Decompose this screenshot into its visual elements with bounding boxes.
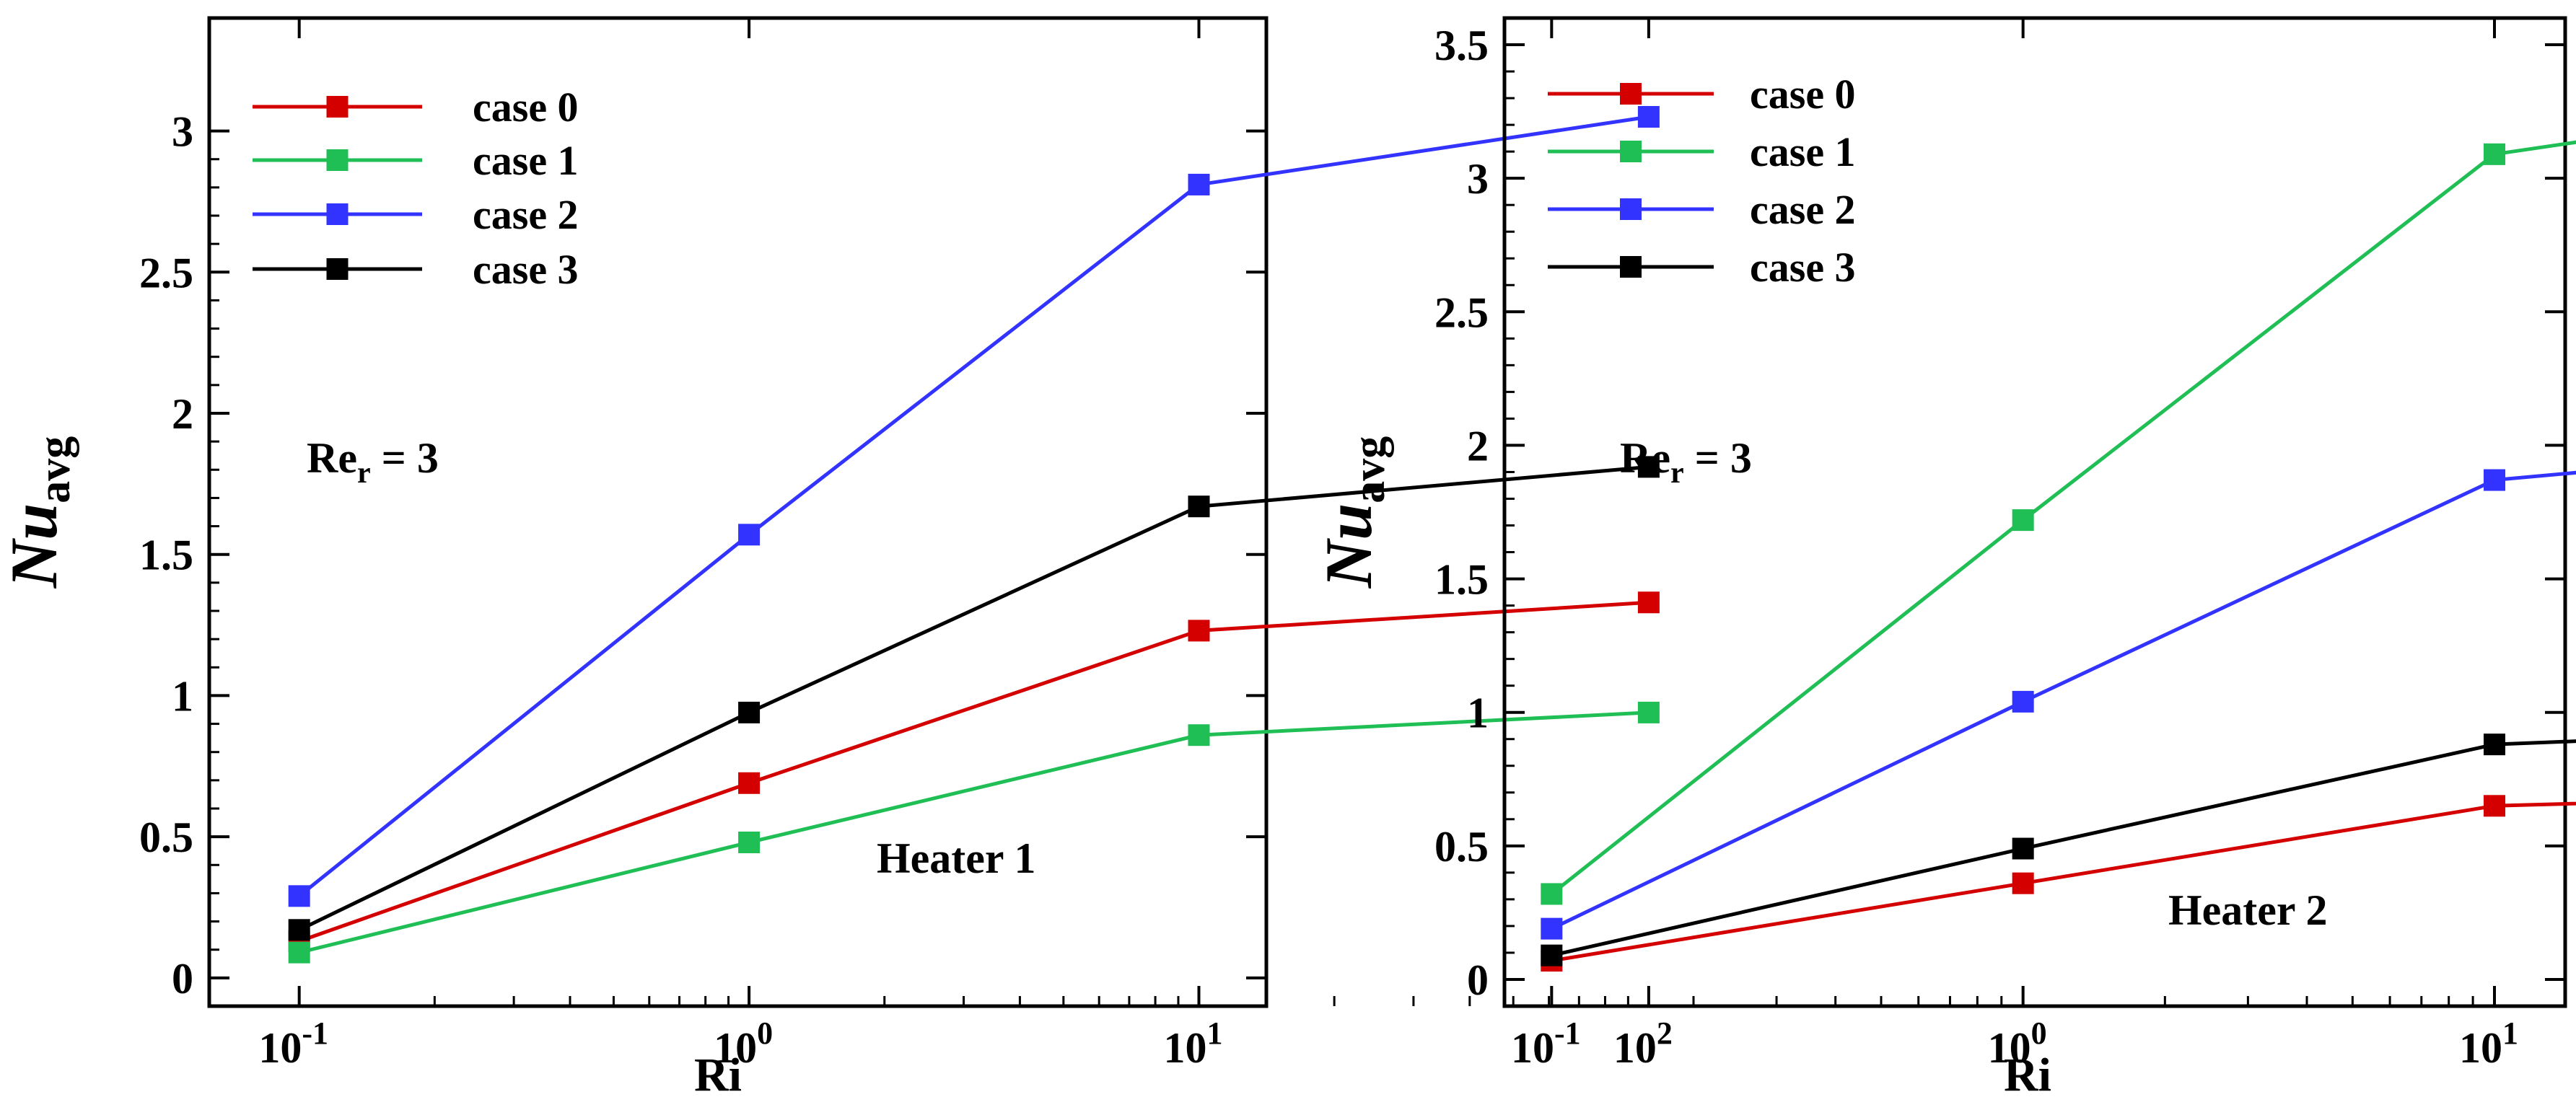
- legend-label: case 1: [1750, 128, 1856, 175]
- legend-marker: [1620, 256, 1642, 278]
- y-tick-label: 2: [172, 390, 193, 438]
- data-point: [2012, 690, 2034, 713]
- y-axis-title: Nuavg: [0, 436, 79, 589]
- data-point: [738, 831, 761, 853]
- data-point: [1637, 701, 1660, 723]
- data-point: [2012, 509, 2034, 532]
- series-case-2: [1541, 469, 2576, 940]
- data-point: [1188, 724, 1210, 746]
- series-case-2: [288, 106, 1660, 907]
- x-axis-title: Ri: [694, 1049, 742, 1101]
- x-tick-label: 101: [2459, 1016, 2518, 1072]
- param-label: Rer = 3: [307, 434, 439, 490]
- data-point: [288, 885, 310, 907]
- legend-marker: [1620, 83, 1642, 105]
- data-point: [738, 701, 761, 723]
- y-tick-label: 0.5: [1434, 823, 1489, 871]
- series-case-1: [1541, 140, 2576, 905]
- series-case-1: [288, 701, 1660, 964]
- series-case-0: [1541, 795, 2576, 972]
- legend-label: case 0: [1750, 71, 1856, 118]
- data-point: [288, 941, 310, 964]
- legend-marker: [1620, 198, 1642, 220]
- x-tick-label: 10-1: [1511, 1016, 1581, 1072]
- series-line: [1551, 739, 2576, 958]
- param-label: Rer = 3: [1620, 434, 1752, 490]
- data-point: [2484, 795, 2505, 817]
- x-tick-label: 101: [1163, 1016, 1222, 1072]
- x-tick-label: 100: [1988, 1016, 2047, 1072]
- series-line: [1551, 801, 2576, 963]
- series-case-3: [288, 456, 1660, 941]
- series-case-3: [1541, 734, 2576, 966]
- x-tick-label: 102: [1613, 1016, 1673, 1072]
- series-line: [299, 710, 1650, 955]
- data-point: [2012, 872, 2034, 894]
- heater-label: Heater 2: [2168, 886, 2327, 934]
- legend: case 0 case 1 case 2 case 3: [1548, 71, 1856, 291]
- series-line: [1551, 470, 2576, 930]
- y-tick-label: 2: [1467, 422, 1489, 470]
- legend-label: case 3: [1750, 244, 1856, 291]
- series-line: [1550, 140, 2576, 896]
- data-point: [2484, 143, 2505, 165]
- x-axis-title: Ri: [2004, 1049, 2051, 1101]
- data-point: [1188, 620, 1210, 642]
- y-tick-label: 1.5: [1434, 556, 1489, 604]
- data-point: [1188, 173, 1210, 195]
- plot-frame: [207, 16, 1269, 1008]
- y-tick-label: 0.5: [139, 814, 193, 861]
- x-tick-label: 100: [714, 1016, 773, 1072]
- legend-marker: [326, 258, 349, 280]
- heater-label: Heater 1: [877, 834, 1035, 882]
- series-line: [298, 600, 1650, 943]
- y-tick-label: 3.5: [1434, 22, 1489, 69]
- legend-marker: [326, 203, 349, 225]
- legend-label: case 3: [473, 246, 579, 293]
- legend-label: case 2: [473, 191, 579, 238]
- data-point: [288, 919, 310, 941]
- legend-label: case 1: [473, 137, 579, 184]
- data-point: [1541, 883, 1563, 905]
- data-point: [1188, 495, 1210, 518]
- y-tick-label: 1: [1467, 690, 1489, 737]
- data-point: [1541, 944, 1563, 966]
- legend-label: case 2: [1750, 186, 1856, 233]
- data-point: [738, 772, 761, 794]
- data-point: [2484, 469, 2505, 491]
- legend-marker: [1620, 141, 1642, 162]
- series-line: [298, 115, 1650, 898]
- y-tick-label: 2.5: [139, 249, 193, 296]
- series-case-0: [288, 591, 1660, 952]
- y-axis-title: Nuavg: [1312, 436, 1394, 589]
- plot-frame: [1502, 16, 2567, 1008]
- legend: case 0 case 1 case 2 case 3: [253, 84, 579, 293]
- data-point: [1541, 917, 1563, 940]
- y-tick-label: 3: [172, 108, 193, 156]
- legend-marker: [326, 149, 349, 171]
- series-line: [298, 464, 1650, 932]
- y-tick-label: 1.5: [139, 532, 193, 579]
- y-tick-label: 0: [172, 955, 193, 1003]
- legend-marker: [326, 96, 349, 118]
- x-tick-label: 10-1: [258, 1016, 328, 1072]
- y-tick-label: 0: [1467, 956, 1489, 1004]
- legend-label: case 0: [473, 84, 579, 131]
- data-point: [1637, 106, 1660, 128]
- data-point: [2012, 837, 2034, 860]
- y-tick-label: 2.5: [1434, 288, 1489, 336]
- data-point: [1637, 456, 1660, 478]
- y-tick-label: 1: [172, 672, 193, 720]
- data-point: [1637, 591, 1660, 614]
- data-point: [2484, 734, 2505, 756]
- y-tick-label: 3: [1467, 155, 1489, 203]
- data-point: [738, 524, 761, 546]
